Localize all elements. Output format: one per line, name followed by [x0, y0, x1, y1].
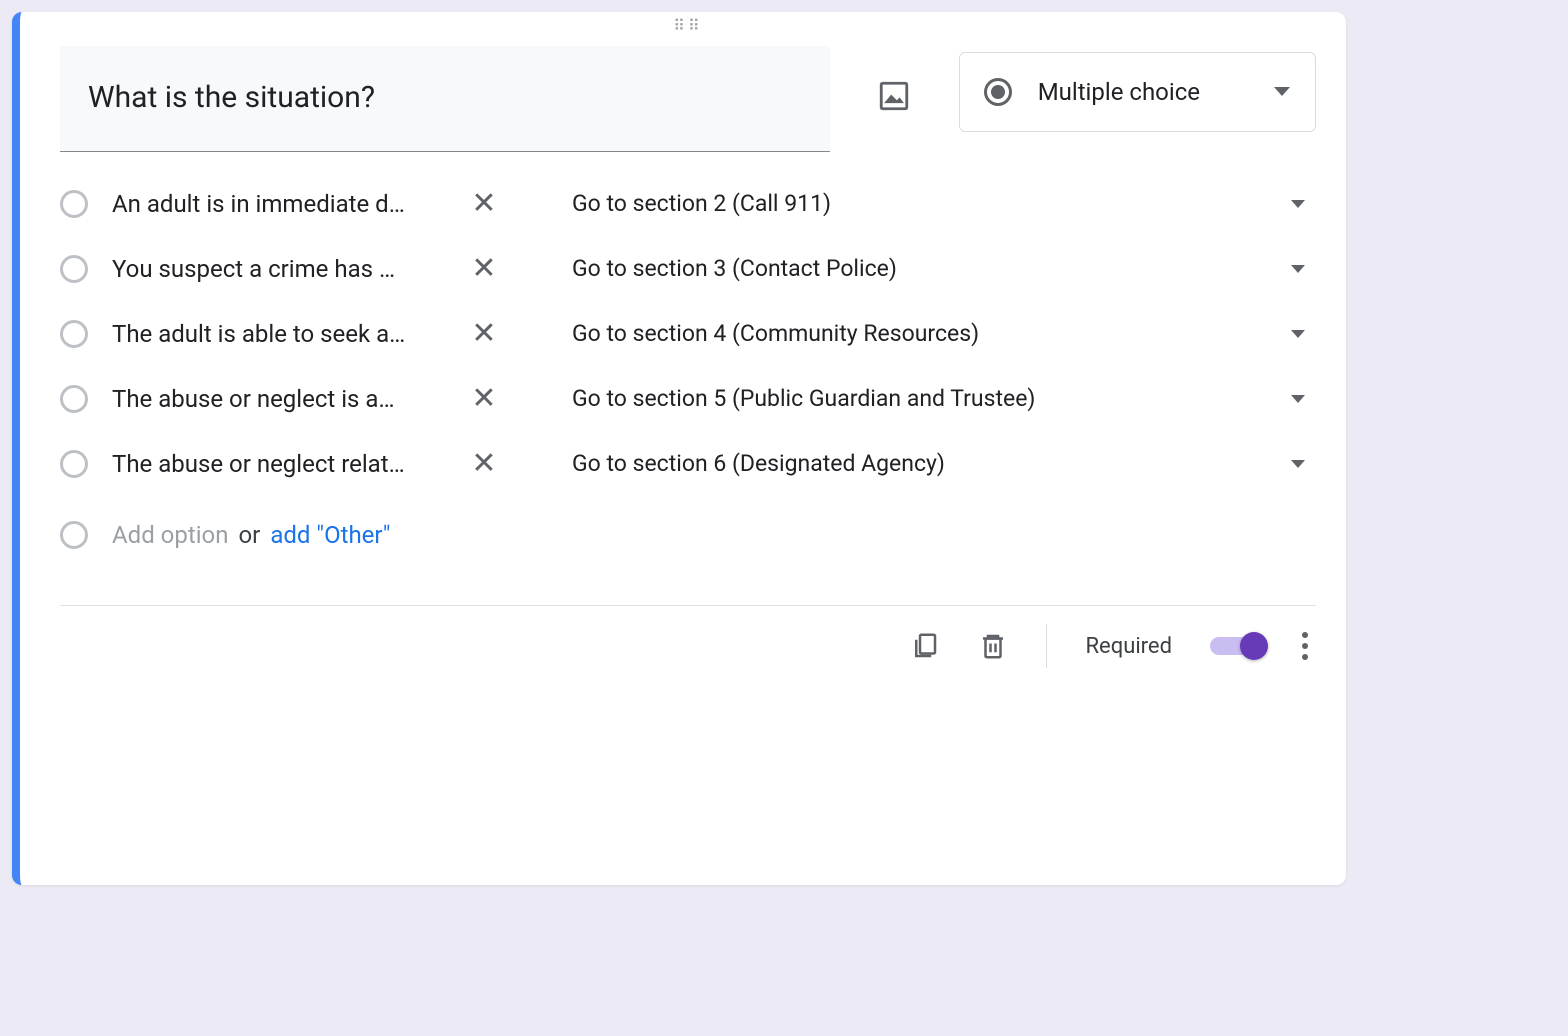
image-icon	[877, 79, 911, 113]
or-label: or	[238, 521, 260, 549]
option-text[interactable]: An adult is in immediate d…	[112, 190, 452, 218]
divider	[60, 605, 1316, 606]
chevron-down-icon[interactable]	[1290, 459, 1316, 469]
more-options-button[interactable]	[1302, 632, 1308, 660]
radio-empty-icon	[60, 190, 88, 218]
question-title-input[interactable]	[88, 80, 802, 115]
goto-section-select[interactable]: Go to section 4 (Community Resources)	[516, 320, 1290, 347]
question-type-label: Multiple choice	[1038, 78, 1247, 106]
goto-section-select[interactable]: Go to section 5 (Public Guardian and Tru…	[516, 385, 1290, 412]
option-row: You suspect a crime has … ✕ Go to sectio…	[60, 251, 1316, 286]
option-row: The adult is able to seek a… ✕ Go to sec…	[60, 316, 1316, 351]
chevron-down-icon[interactable]	[1290, 329, 1316, 339]
radio-empty-icon	[60, 450, 88, 478]
option-text[interactable]: The abuse or neglect is a…	[112, 385, 452, 413]
chevron-down-icon[interactable]	[1290, 264, 1316, 274]
remove-option-button[interactable]: ✕	[452, 186, 516, 221]
option-text[interactable]: The adult is able to seek a…	[112, 320, 452, 348]
question-footer: Required	[60, 624, 1316, 668]
radio-empty-icon	[60, 385, 88, 413]
required-label: Required	[1085, 634, 1172, 659]
add-option-row: Add option or add "Other"	[60, 521, 1316, 549]
remove-option-button[interactable]: ✕	[452, 251, 516, 286]
option-text[interactable]: The abuse or neglect relat…	[112, 450, 452, 478]
remove-option-button[interactable]: ✕	[452, 446, 516, 481]
duplicate-icon[interactable]	[910, 631, 940, 661]
option-row: The abuse or neglect relat… ✕ Go to sect…	[60, 446, 1316, 481]
radio-empty-icon	[60, 320, 88, 348]
add-other-button[interactable]: add "Other"	[270, 521, 390, 549]
radio-empty-icon	[60, 521, 88, 549]
trash-icon[interactable]	[978, 631, 1008, 661]
goto-section-select[interactable]: Go to section 2 (Call 911)	[516, 190, 1290, 217]
option-row: An adult is in immediate d… ✕ Go to sect…	[60, 186, 1316, 221]
goto-section-select[interactable]: Go to section 3 (Contact Police)	[516, 255, 1290, 282]
chevron-down-icon[interactable]	[1290, 394, 1316, 404]
question-header: Multiple choice	[60, 46, 1316, 152]
vertical-divider	[1046, 624, 1047, 668]
remove-option-button[interactable]: ✕	[452, 316, 516, 351]
radio-empty-icon	[60, 255, 88, 283]
option-text[interactable]: You suspect a crime has …	[112, 255, 452, 283]
required-toggle[interactable]	[1210, 637, 1264, 655]
radio-icon	[984, 78, 1012, 106]
chevron-down-icon[interactable]	[1290, 199, 1316, 209]
toggle-knob	[1240, 632, 1268, 660]
remove-option-button[interactable]: ✕	[452, 381, 516, 416]
question-type-select[interactable]: Multiple choice	[959, 52, 1316, 132]
goto-section-select[interactable]: Go to section 6 (Designated Agency)	[516, 450, 1290, 477]
add-image-button[interactable]	[868, 56, 921, 136]
option-row: The abuse or neglect is a… ✕ Go to secti…	[60, 381, 1316, 416]
chevron-down-icon	[1273, 86, 1291, 98]
add-option-button[interactable]: Add option	[112, 521, 228, 549]
options-list: An adult is in immediate d… ✕ Go to sect…	[60, 186, 1316, 549]
question-card: ⠿⠿ Multiple choice An adult is in immedi…	[12, 12, 1346, 885]
drag-handle-icon[interactable]: ⠿⠿	[673, 22, 702, 38]
question-title-field-wrap	[60, 46, 830, 152]
